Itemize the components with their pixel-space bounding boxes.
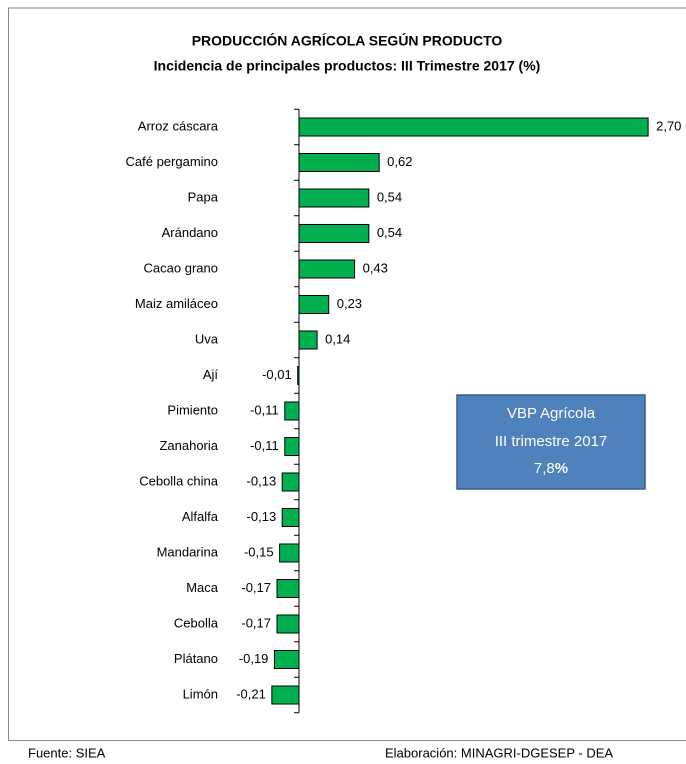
value-label: 0,62 bbox=[387, 154, 412, 169]
category-label: Pimiento bbox=[167, 402, 218, 417]
annotation-number: 7,8 bbox=[534, 460, 555, 477]
bar bbox=[298, 117, 649, 137]
bar bbox=[298, 153, 380, 172]
chart-frame bbox=[8, 7, 686, 741]
value-label: 0,43 bbox=[363, 260, 388, 275]
bar bbox=[298, 295, 330, 314]
credit: Elaboración: MINAGRI-DGESEP - DEA bbox=[385, 745, 613, 760]
bar bbox=[281, 508, 300, 527]
value-label: -0,01 bbox=[262, 367, 292, 382]
source: Fuente: SIEA bbox=[28, 745, 106, 760]
category-label: Maca bbox=[186, 580, 219, 595]
bar bbox=[281, 472, 300, 492]
category-label: Uva bbox=[195, 331, 219, 346]
category-label: Ají bbox=[203, 367, 219, 382]
value-label: 0,54 bbox=[377, 189, 402, 204]
bar bbox=[271, 685, 300, 705]
category-label: Cacao grano bbox=[144, 260, 218, 275]
chart-subtitle: Incidencia de principales productos: III… bbox=[154, 58, 541, 74]
annotation-line: III trimestre 2017 bbox=[495, 433, 608, 450]
value-label: 0,14 bbox=[325, 331, 350, 346]
bar bbox=[276, 614, 300, 634]
annotation-unit: % bbox=[555, 460, 568, 477]
bar bbox=[298, 224, 370, 243]
bar bbox=[273, 650, 300, 669]
category-label: Arándano bbox=[162, 225, 218, 240]
bar bbox=[276, 579, 300, 598]
category-label: Limón bbox=[183, 686, 218, 701]
annotation-box bbox=[456, 394, 646, 490]
category-label: Café pergamino bbox=[126, 154, 219, 169]
value-label: -0,13 bbox=[247, 473, 277, 488]
category-label: Alfalfa bbox=[182, 509, 219, 524]
value-label: -0,17 bbox=[241, 615, 271, 630]
category-label: Cebolla china bbox=[139, 473, 219, 488]
bar bbox=[298, 259, 356, 279]
value-label: -0,17 bbox=[241, 580, 271, 595]
category-label: Papa bbox=[188, 189, 219, 204]
category-label: Arroz cáscara bbox=[138, 118, 219, 133]
bar bbox=[284, 401, 300, 421]
annotation-line: VBP Agrícola bbox=[507, 405, 596, 422]
value-label: 0,23 bbox=[337, 296, 362, 311]
chart-title: PRODUCCIÓN AGRÍCOLA SEGÚN PRODUCTO bbox=[192, 32, 503, 49]
category-label: Mandarina bbox=[157, 544, 219, 559]
value-label: -0,11 bbox=[250, 402, 279, 417]
annotation-value: 7,8% bbox=[534, 460, 568, 477]
bar bbox=[298, 188, 370, 208]
value-label: -0,15 bbox=[244, 544, 274, 559]
category-label: Maiz amiláceo bbox=[135, 296, 218, 311]
value-label: 0,54 bbox=[377, 225, 402, 240]
category-label: Zanahoria bbox=[159, 438, 218, 453]
bar bbox=[284, 437, 300, 456]
bar bbox=[298, 330, 318, 350]
category-label: Plátano bbox=[174, 651, 218, 666]
value-label: 2,70 bbox=[656, 118, 681, 133]
value-label: -0,11 bbox=[250, 438, 279, 453]
category-label: Cebolla bbox=[174, 615, 219, 630]
value-label: -0,21 bbox=[236, 686, 266, 701]
bar bbox=[279, 543, 300, 563]
value-label: -0,19 bbox=[239, 651, 269, 666]
value-label: -0,13 bbox=[247, 509, 277, 524]
